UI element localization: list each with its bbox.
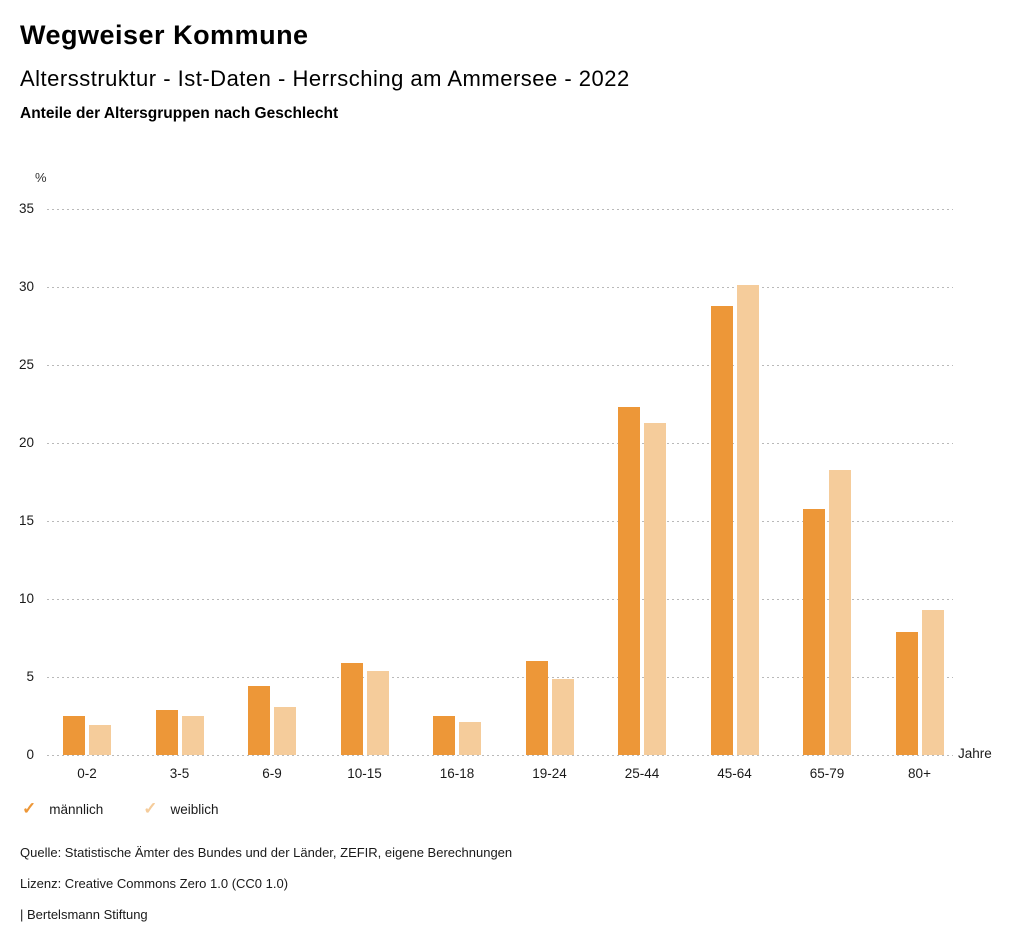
gridline [47,598,953,600]
x-axis-tick-label: 65-79 [809,766,845,781]
y-axis-tick-label: 15 [18,513,34,528]
x-axis-tick-label: 19-24 [532,766,567,781]
x-axis-tick-label: 3-5 [169,766,190,781]
bar-maennlich-65-79[interactable] [803,509,825,755]
gridline [47,364,953,366]
bar-maennlich-19-24[interactable] [525,661,548,755]
x-axis-tick-label: 6-9 [262,766,282,781]
legend-item-label: männlich [49,801,104,817]
gridline [47,208,953,210]
legend-item-maennlich[interactable]: ✓ männlich [22,800,103,818]
bar-maennlich-80+[interactable] [895,632,918,755]
legend-item-label: weiblich [170,801,219,817]
bar-maennlich-16-18[interactable] [433,716,455,755]
source-note: Quelle: Statistische Ämter des Bundes un… [20,845,513,860]
x-axis-tick-label: 16-18 [439,766,475,781]
y-axis-tick-label: 35 [18,201,34,216]
chart-heading: Anteile der Altersgruppen nach Geschlech… [20,105,339,122]
check-icon: ✓ [143,799,158,818]
bar-maennlich-0-2[interactable] [63,716,85,755]
bar-weiblich-65-79[interactable] [829,470,851,755]
bar-weiblich-25-44[interactable] [644,423,666,755]
brand-attribution: | Bertelsmann Stiftung [20,907,148,922]
y-axis-tick-label: 10 [18,591,34,606]
gridline [47,676,953,678]
bar-weiblich-6-9[interactable] [274,707,296,755]
y-axis-tick-label: 30 [18,279,34,294]
bar-maennlich-45-64[interactable] [710,306,733,755]
bar-weiblich-10-15[interactable] [366,671,389,755]
bar-maennlich-25-44[interactable] [618,407,640,755]
bar-weiblich-3-5[interactable] [181,716,204,755]
x-axis-tick-label: 45-64 [717,766,752,781]
x-axis-tick-label: 80+ [908,766,931,781]
gridline [47,286,953,288]
x-axis-tick-label: 0-2 [77,766,97,781]
bar-chart: 0 5 10 15 20 25 30 35 0-2 3-5 6-9 10-15 16-18 19-24 25… [0,201,1024,795]
bar-weiblich-19-24[interactable] [551,679,574,755]
legend: ✓ männlich ✓ weiblich [22,800,259,818]
bar-weiblich-80+[interactable] [921,610,944,755]
x-axis-tick-label: 25-44 [624,766,660,781]
bar-maennlich-6-9[interactable] [248,686,270,755]
gridline [47,754,953,756]
y-axis-tick-label: 0 [26,747,34,762]
x-axis-tick-label: 10-15 [347,766,382,781]
bar-weiblich-16-18[interactable] [459,722,481,755]
x-axis-unit-label: Jahre [958,746,992,761]
app-title: Wegweiser Kommune [20,20,309,50]
gridline [47,520,953,522]
y-axis-tick-label: 5 [26,669,34,684]
legend-item-weiblich[interactable]: ✓ weiblich [143,800,218,818]
bar-weiblich-45-64[interactable] [736,285,759,755]
y-axis-unit-label: % [35,170,47,185]
license-note: Lizenz: Creative Commons Zero 1.0 (CC0 1… [20,876,289,891]
bar-maennlich-3-5[interactable] [155,710,178,755]
check-icon: ✓ [22,799,37,818]
gridline [47,442,953,444]
bar-maennlich-10-15[interactable] [340,663,363,755]
y-axis-tick-label: 25 [18,357,34,372]
bar-weiblich-0-2[interactable] [89,725,111,755]
y-axis-tick-label: 20 [18,435,34,450]
chart-subtitle: Altersstruktur - Ist-Daten - Herrsching … [20,66,630,91]
